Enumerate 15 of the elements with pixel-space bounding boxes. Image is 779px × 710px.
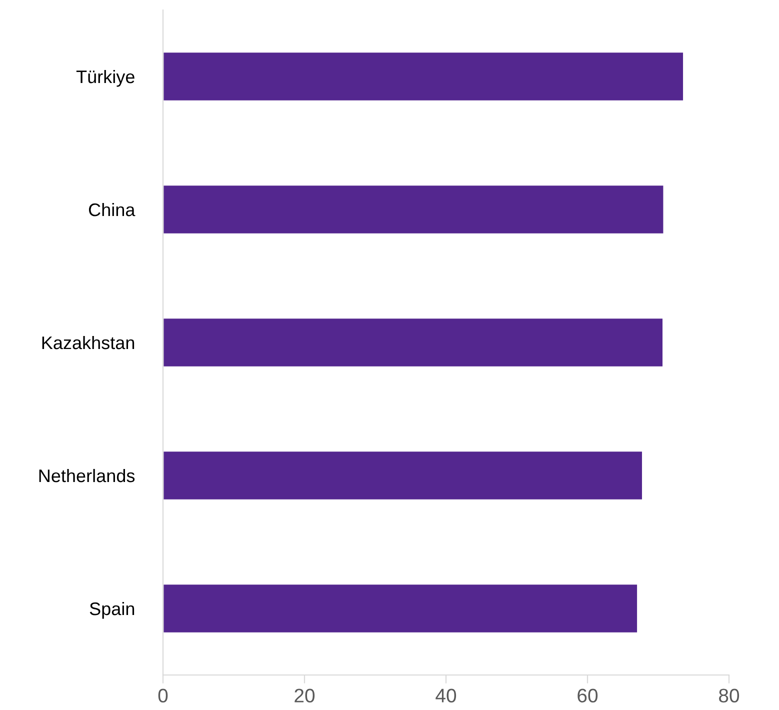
y-tick-label: Türkiye bbox=[76, 70, 134, 87]
x-tick-label: 60 bbox=[578, 688, 598, 702]
x-tick-label: 20 bbox=[294, 688, 315, 702]
bar bbox=[163, 317, 664, 368]
y-tick-label: Spain bbox=[90, 602, 134, 619]
x-tick-label: 80 bbox=[719, 688, 740, 702]
x-tick-label: 40 bbox=[436, 688, 456, 702]
x-tick-label: 0 bbox=[158, 688, 168, 702]
y-tick-label: Kazakhstan bbox=[42, 336, 134, 350]
y-tick-label: Netherlands bbox=[39, 468, 135, 482]
bar bbox=[163, 51, 684, 102]
bar bbox=[163, 450, 644, 501]
bar bbox=[163, 184, 665, 235]
bar bbox=[163, 583, 638, 634]
y-tick-label: China bbox=[88, 202, 136, 216]
